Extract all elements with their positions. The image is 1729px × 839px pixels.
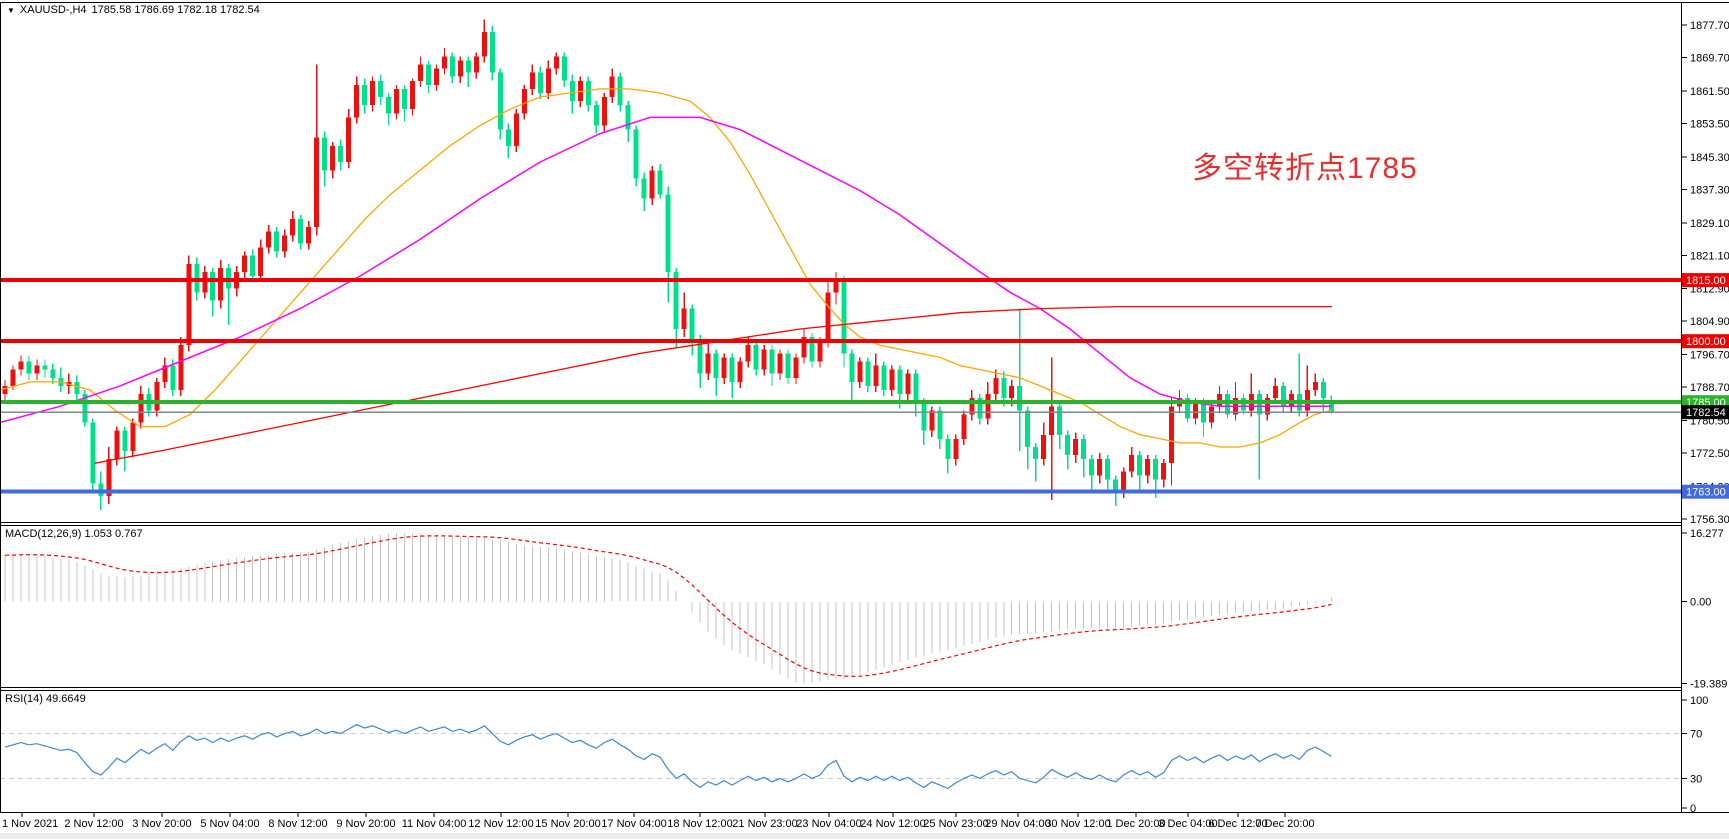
- svg-text:1763.00: 1763.00: [1686, 487, 1726, 499]
- price-tick-label: 1804.90: [1690, 316, 1729, 328]
- chart-annotation-text: 多空转折点1785: [1192, 152, 1418, 185]
- time-tick-label: 25 Nov 23:00: [923, 818, 988, 830]
- price-tick-label: 1837.30: [1690, 184, 1729, 196]
- macd-signal-line: [4, 535, 1332, 678]
- time-tick-label: 15 Nov 20:00: [535, 818, 600, 830]
- window-bottom-edge: [0, 833, 1729, 839]
- macd-tick-label: 16.277: [1690, 528, 1724, 540]
- rsi-guide-levels: [0, 733, 1681, 779]
- svg-text:1815.00: 1815.00: [1686, 275, 1726, 287]
- price-tick-label: 1861.50: [1690, 86, 1729, 98]
- time-tick-label: 17 Nov 04:00: [601, 818, 666, 830]
- time-tick-label: 5 Nov 04:00: [200, 818, 259, 830]
- rsi-tick-label: 0: [1690, 803, 1696, 815]
- panel-borders: [0, 2, 1729, 813]
- time-tick-label: 21 Nov 23:00: [732, 818, 797, 830]
- price-tick-label: 1788.70: [1690, 382, 1729, 394]
- time-tick-label: 18 Nov 12:00: [667, 818, 732, 830]
- time-axis-ticks: 1 Nov 2021 2 Nov 12:00 3 Nov 20:00 5 Nov 04…: [2, 813, 1315, 830]
- time-tick-label: 6 Dec 12:00: [1208, 818, 1267, 830]
- price-tick-label: 1772.50: [1690, 448, 1729, 460]
- chart-title: ▼ XAUUSD-,H4 1785.58 1786.69 1782.18 178…: [7, 4, 260, 16]
- price-tick-label: 1829.10: [1690, 218, 1729, 230]
- time-tick-label: 29 Nov 04:00: [985, 818, 1050, 830]
- time-tick-label: 7 Dec 20:00: [1255, 818, 1314, 830]
- horizontal-price-levels[interactable]: [0, 278, 1681, 494]
- symbol-timeframe-label: XAUUSD-,H4: [19, 4, 87, 16]
- time-tick-label: 3 Nov 20:00: [132, 818, 191, 830]
- time-tick-label: 1 Nov 2021: [2, 818, 58, 830]
- time-tick-label: 9 Nov 20:00: [336, 818, 395, 830]
- candlestick-series: [2, 19, 1334, 511]
- time-tick-label: 8 Nov 12:00: [268, 818, 327, 830]
- rsi-line: [4, 723, 1332, 790]
- macd-histogram: [4, 532, 1332, 684]
- time-tick-label: 2 Nov 12:00: [64, 818, 123, 830]
- svg-text:1782.54: 1782.54: [1686, 407, 1726, 419]
- rsi-indicator-label: RSI(14) 49.6649: [5, 693, 86, 705]
- ma-mid-magenta: [0, 116, 1332, 424]
- time-axis[interactable]: [0, 813, 1681, 833]
- price-badge-1782.54: 1782.54: [1682, 405, 1729, 420]
- macd-tick-label: -19.389: [1690, 679, 1727, 691]
- ma-slow-red: [94, 305, 1332, 464]
- time-tick-label: 30 Nov 12:00: [1045, 818, 1110, 830]
- price-axis-ticks: 1877.70 1869.70 1861.50 1853.50 1845.30 1837.…: [1682, 20, 1729, 526]
- symbol-dropdown-icon[interactable]: ▼: [7, 5, 15, 15]
- price-tick-label: 1877.70: [1690, 20, 1729, 32]
- price-tick-label: 1821.10: [1690, 250, 1729, 262]
- rsi-tick-label: 70: [1690, 729, 1702, 741]
- time-tick-label: 1 Dec 20:00: [1106, 818, 1165, 830]
- macd-indicator-label: MACD(12,26,9) 1.053 0.767: [5, 528, 143, 540]
- price-badge-1815.00: 1815.00: [1682, 273, 1729, 288]
- ohlc-values: 1785.58 1786.69 1782.18 1782.54: [91, 4, 260, 16]
- price-tick-label: 1756.30: [1690, 514, 1729, 526]
- price-badge-1800.00: 1800.00: [1682, 334, 1729, 349]
- price-tick-label: 1845.30: [1690, 152, 1729, 164]
- price-tick-label: 1796.70: [1690, 350, 1729, 362]
- rsi-tick-label: 30: [1690, 773, 1702, 785]
- price-tick-label: 1853.50: [1690, 119, 1729, 131]
- rsi-tick-label: 100: [1690, 695, 1708, 707]
- price-badge-1763.00: 1763.00: [1682, 484, 1729, 499]
- price-axis[interactable]: [1682, 0, 1729, 812]
- time-tick-label: 23 Nov 04:00: [796, 818, 861, 830]
- time-tick-label: 12 Nov 12:00: [468, 818, 533, 830]
- price-tick-label: 1869.70: [1690, 53, 1729, 65]
- svg-text:1800.00: 1800.00: [1686, 336, 1726, 348]
- macd-tick-label: 0.00: [1690, 597, 1711, 609]
- price-badges: 1815.00 1800.00 1785.00 1782.54 1763.00: [1682, 273, 1729, 499]
- time-tick-label: 11 Nov 04:00: [402, 818, 467, 830]
- time-tick-label: 24 Nov 12:00: [860, 818, 925, 830]
- time-tick-label: 3 Dec 04:00: [1158, 818, 1217, 830]
- macd-axis-ticks: 16.277 0.00 -19.389: [1682, 528, 1727, 691]
- rsi-axis-ticks: 100 70 30 0: [1682, 695, 1708, 815]
